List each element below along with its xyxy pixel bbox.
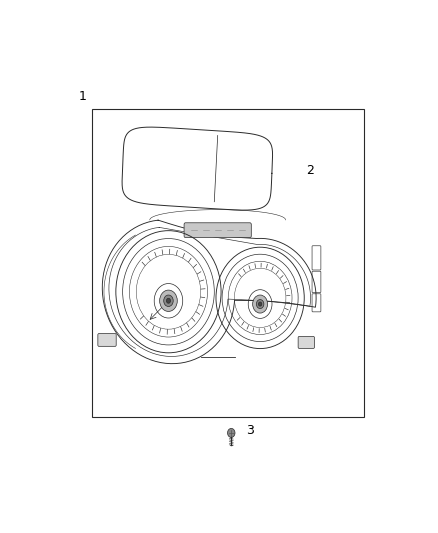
FancyBboxPatch shape	[98, 334, 116, 346]
Circle shape	[253, 295, 268, 313]
Text: 3: 3	[247, 424, 254, 437]
FancyBboxPatch shape	[184, 223, 251, 238]
Text: 1: 1	[78, 90, 86, 103]
Circle shape	[159, 290, 177, 311]
Bar	[92, 109, 364, 417]
FancyBboxPatch shape	[298, 336, 314, 349]
Circle shape	[258, 302, 262, 306]
Circle shape	[164, 295, 173, 306]
Circle shape	[227, 429, 235, 438]
Circle shape	[256, 300, 264, 309]
Text: 2: 2	[306, 164, 314, 177]
Circle shape	[166, 298, 170, 303]
